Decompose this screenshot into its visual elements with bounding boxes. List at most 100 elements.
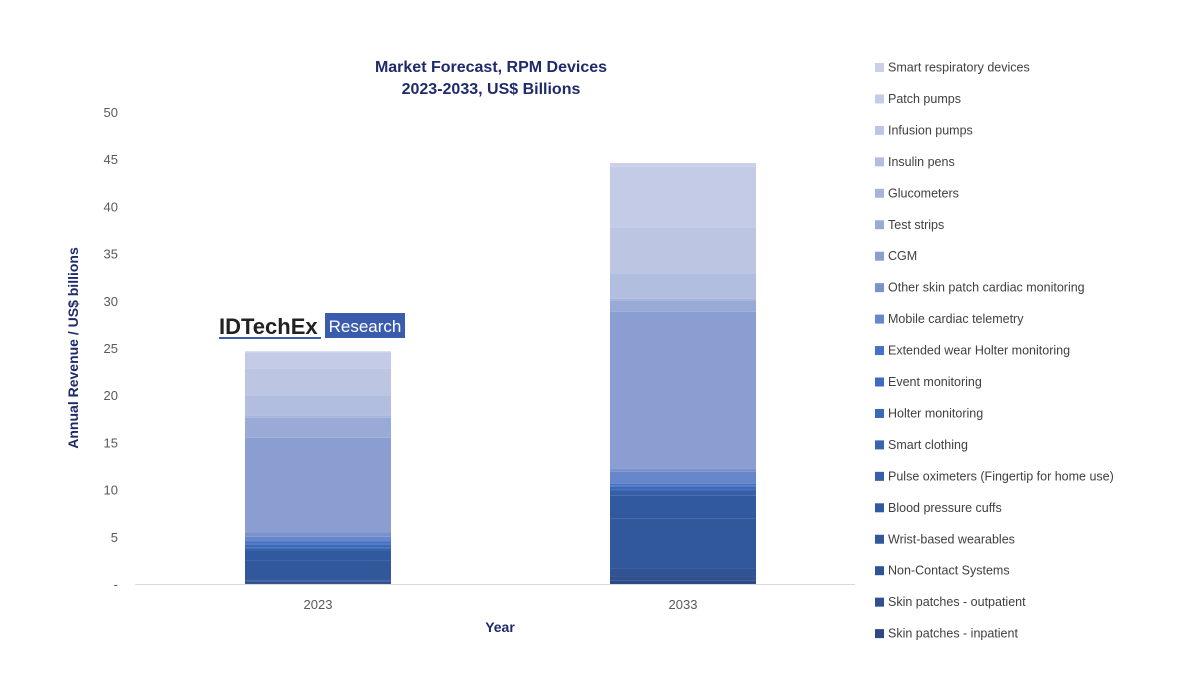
bar-segment [245,536,391,542]
legend-label: Skin patches - outpatient [888,595,1026,609]
legend-marker [875,534,884,544]
chart-title-line-2: 2023-2033, US$ Billions [402,81,581,98]
bar-segment [245,543,391,545]
bar-segment [610,485,756,487]
legend-marker [875,125,884,135]
bar-segment [610,518,756,569]
bar-segment [245,548,391,551]
legend-marker [875,566,884,576]
bar-segment [245,395,391,416]
bar-segment [610,489,756,491]
legend-label: Skin patches - inpatient [888,627,1018,641]
legend-marker [875,94,884,104]
bar-segment [610,311,756,469]
legend-label: Event monitoring [888,375,982,389]
bar-segment [610,166,756,228]
y-axis-ticks: - 5 10 15 20 25 30 35 40 45 50 [104,105,118,592]
bar-segment [610,486,756,490]
bar-segment [245,547,391,549]
bar-segment [245,580,391,582]
legend-marker [875,251,884,261]
legend-marker [875,346,884,356]
legend-marker [875,63,884,72]
legend-label: Non-Contact Systems [888,564,1010,578]
bar-segment [245,581,391,584]
legend-marker [875,629,884,639]
bar-segment [610,471,756,484]
y-tick-label: 30 [104,294,118,309]
y-tick-label: 50 [104,105,118,120]
legend-label: Insulin pens [888,155,955,169]
bar-segment [245,541,391,544]
legend-marker [875,597,884,607]
bar-segment [610,227,756,274]
legend-marker [875,283,884,293]
legend-label: Mobile cardiac telemetry [888,312,1024,326]
logo-tag-box [325,313,405,338]
bar-segment [245,351,391,353]
idtechex-logo: IDTechEx Research [219,313,405,339]
legend-label: Test strips [888,218,944,232]
legend-label: Extended wear Holter monitoring [888,344,1070,358]
y-tick-label: 15 [104,435,118,450]
legend-label: Blood pressure cuffs [888,501,1002,515]
bar-segment [610,576,756,581]
x-tick-label: 2023 [304,597,333,612]
y-tick-label: 45 [104,152,118,167]
legend-label: Other skin patch cardiac monitoring [888,281,1085,295]
legend-label: Smart respiratory devices [888,61,1030,75]
bar-segment [610,298,756,301]
bar-segment [610,483,756,486]
bar-segment [610,580,756,584]
bar-segment [245,532,391,537]
legend-marker [875,503,884,513]
y-tick-label: 25 [104,341,118,356]
legend-marker [875,220,884,230]
y-tick-label: 20 [104,388,118,403]
bar-segment [245,437,391,533]
bar-segment [610,568,756,577]
logo-tag: Research [329,317,402,336]
legend-label: Patch pumps [888,92,961,106]
y-tick-label: 40 [104,199,118,214]
bar-segment [245,417,391,438]
legend-marker [875,408,884,418]
bar-segment [245,368,391,396]
legend-label: CGM [888,249,917,263]
legend-marker [875,377,884,387]
bar-segment [610,495,756,519]
bar-segment [245,352,391,369]
bar-segment [610,468,756,472]
legend: Smart respiratory devices Patch pumps Infu… [875,61,1114,641]
bars [245,162,756,584]
chart-title-line-1: Market Forecast, RPM Devices [375,59,607,76]
bar-segment [610,490,756,496]
legend-marker [875,188,884,198]
legend-label: Wrist-based wearables [888,532,1015,546]
legend-label: Pulse oximeters (Fingertip for home use) [888,469,1114,483]
legend-label: Glucometers [888,186,959,200]
x-axis-ticks: 2023 2033 [304,597,698,612]
y-tick-label: - [114,577,118,592]
legend-label: Smart clothing [888,438,968,452]
bar-segment [245,583,391,584]
legend-label: Holter monitoring [888,406,983,420]
y-axis-label: Annual Revenue / US$ billions [65,247,81,449]
logo-brand: IDTechEx [219,314,318,339]
bar-segment [610,273,756,299]
bar-segment [245,415,391,418]
legend-label: Infusion pumps [888,123,973,137]
legend-marker [875,440,884,450]
y-tick-label: 10 [104,483,118,498]
bar-segment [245,560,391,581]
bar-segment [245,544,391,548]
y-tick-label: 5 [111,530,118,545]
bar-segment [610,300,756,312]
y-tick-label: 35 [104,247,118,262]
x-tick-label: 2033 [669,597,698,612]
bar-segment [610,162,756,167]
x-axis-label: Year [485,619,515,635]
legend-marker [875,314,884,324]
legend-marker [875,157,884,167]
